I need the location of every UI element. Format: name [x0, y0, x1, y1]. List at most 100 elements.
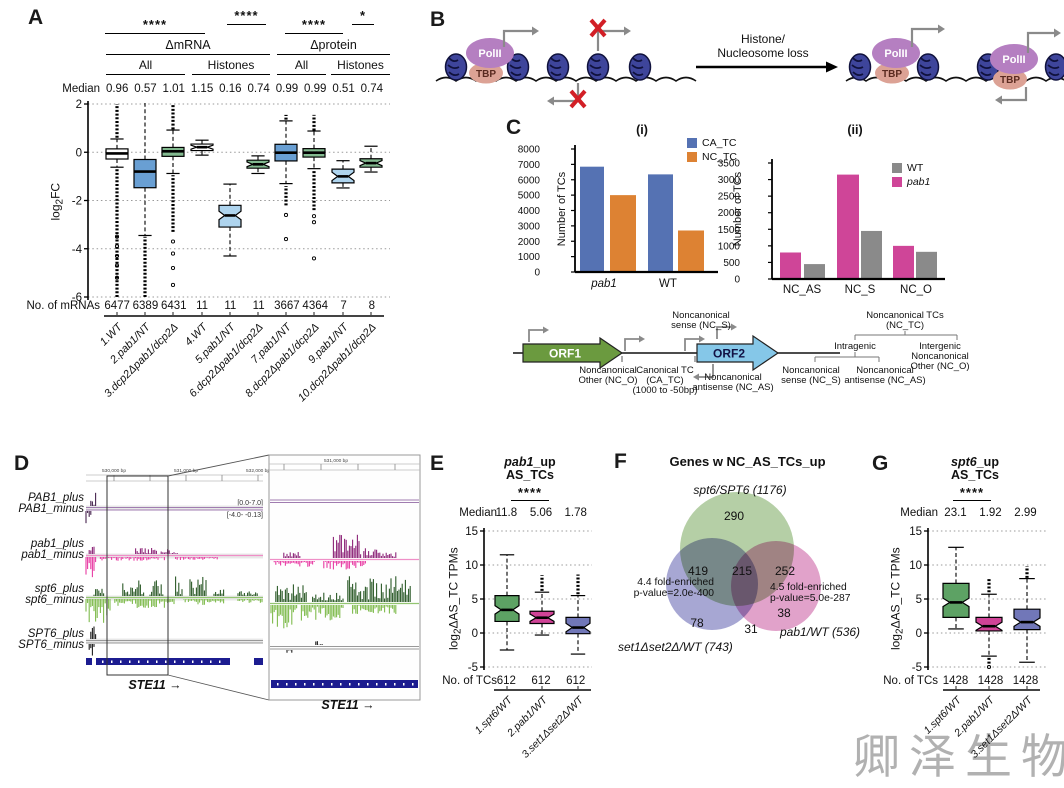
- significance-bar-g: ****: [953, 487, 991, 501]
- title-gene: pab1: [504, 455, 533, 469]
- svg-text:0: 0: [534, 268, 540, 279]
- panel-d-label: D: [14, 452, 29, 476]
- svg-text:0: 0: [916, 628, 922, 640]
- venn-title: Genes w NC_AS_TCs_up: [650, 455, 845, 468]
- svg-text:2000: 2000: [518, 237, 541, 248]
- svg-text:ORF1: ORF1: [549, 347, 581, 361]
- svg-text:-4: -4: [72, 244, 83, 256]
- subgroup-all-1: All: [106, 58, 185, 75]
- svg-text:(NC_TC): (NC_TC): [886, 320, 924, 331]
- svg-text:Other (NC_O): Other (NC_O): [910, 361, 969, 372]
- median-value: 0.99: [301, 83, 329, 95]
- boxplot-panel-a: 20-2-4-6: [40, 96, 392, 328]
- panel-e-title: pab1_up AS_TCs: [470, 456, 590, 482]
- ylabel-text: ΔAS_TC TPMs: [888, 547, 902, 628]
- svg-text:WT: WT: [659, 278, 677, 290]
- title-gene: spt6: [951, 455, 977, 469]
- panel-g-label: G: [872, 452, 888, 476]
- svg-text:sense (NC_S): sense (NC_S): [781, 375, 841, 386]
- n-value: 612: [489, 675, 524, 687]
- svg-text:3000: 3000: [518, 221, 541, 232]
- panel-e-label: E: [430, 452, 444, 476]
- n-label-e: No. of TCs: [436, 675, 497, 687]
- n-value: 1428: [938, 675, 973, 687]
- n-value: 6431: [160, 300, 188, 312]
- svg-text:Other (NC_O): Other (NC_O): [578, 375, 637, 386]
- n-value: 8: [358, 300, 386, 312]
- svg-text:Histone/: Histone/: [741, 32, 786, 46]
- svg-text:TBP: TBP: [1000, 75, 1020, 86]
- svg-text:antisense (NC_AS): antisense (NC_AS): [844, 375, 925, 386]
- svg-text:3000: 3000: [718, 175, 741, 186]
- svg-text:500: 500: [723, 258, 740, 269]
- median-value: 5.06: [524, 507, 559, 519]
- legend-chart-i: CA_TC NC_TC: [687, 136, 737, 164]
- nc-tc-swatch: [687, 152, 697, 162]
- svg-text:ORF2: ORF2: [713, 347, 745, 361]
- median-value: 1.01: [160, 83, 188, 95]
- svg-text:5: 5: [916, 594, 922, 606]
- svg-text:15: 15: [909, 526, 922, 538]
- legend-item-wt: WT: [892, 161, 930, 175]
- median-value: 0.74: [358, 83, 386, 95]
- ylabel-sub: 2: [453, 628, 464, 634]
- svg-text:10: 10: [909, 560, 922, 572]
- venn-count-252: 252: [764, 564, 806, 578]
- svg-text:531,000 bp: 531,000 bp: [174, 468, 198, 474]
- svg-text:5000: 5000: [518, 191, 541, 202]
- median-value: 1.92: [973, 507, 1008, 519]
- title-line2: AS_TCs: [915, 469, 1035, 482]
- ylabel-text: log: [446, 634, 460, 650]
- title-line2: AS_TCs: [470, 469, 590, 482]
- svg-text:0: 0: [76, 147, 82, 159]
- group-protein: Δprotein: [277, 38, 390, 55]
- significance-stars: *: [360, 8, 366, 23]
- svg-text:1000: 1000: [518, 252, 541, 263]
- svg-text:PolII: PolII: [478, 48, 501, 60]
- significance-stars: ****: [234, 8, 258, 23]
- svg-text:0: 0: [734, 275, 740, 286]
- n-value: 7: [329, 300, 357, 312]
- subgroup-histones-2: Histones: [331, 58, 390, 75]
- panel-g-title: spt6_up AS_TCs: [915, 456, 1035, 482]
- n-label-g: No. of TCs: [877, 675, 938, 687]
- svg-text:10: 10: [465, 560, 478, 572]
- svg-text:2500: 2500: [718, 192, 741, 203]
- wt-swatch: [892, 163, 902, 173]
- panel-c-label: C: [506, 116, 521, 140]
- title-suffix: _up: [977, 455, 999, 469]
- y-axis-title-e: log2ΔAS_TC TPMs: [446, 534, 463, 664]
- n-value: 612: [558, 675, 593, 687]
- svg-text:-5: -5: [912, 662, 922, 674]
- svg-text:6000: 6000: [518, 175, 541, 186]
- legend-item-pab1: pab1: [892, 175, 930, 189]
- svg-text:531,000 bp: 531,000 bp: [324, 458, 348, 464]
- svg-text:NC_O: NC_O: [900, 284, 932, 296]
- subgroup-all-2: All: [277, 58, 326, 75]
- legend-chart-ii: WT pab1: [892, 161, 930, 189]
- n-value: 612: [524, 675, 559, 687]
- track-label-spt6uc-minus: SPT6_minus: [0, 640, 84, 651]
- svg-text:-5: -5: [468, 662, 478, 674]
- legend-item-ca-tc: CA_TC: [687, 136, 737, 150]
- legend-text: CA_TC: [702, 136, 736, 150]
- legend-text: NC_TC: [702, 150, 737, 164]
- svg-text:530,000 bp: 530,000 bp: [102, 468, 126, 474]
- n-value: 11: [188, 300, 216, 312]
- legend-item-nc-tc: NC_TC: [687, 150, 737, 164]
- n-value: 6477: [103, 300, 131, 312]
- svg-text:7000: 7000: [518, 160, 541, 171]
- svg-text:NC_AS: NC_AS: [783, 284, 822, 296]
- median-value: 23.1: [938, 507, 973, 519]
- svg-text:TBP: TBP: [476, 69, 496, 80]
- significance-stars: ****: [518, 485, 542, 500]
- median-value: 11.8: [489, 507, 524, 519]
- svg-text:Intragenic: Intragenic: [834, 341, 876, 352]
- significance-bar-3: ****: [285, 19, 343, 34]
- venn-count-419: 419: [677, 564, 719, 578]
